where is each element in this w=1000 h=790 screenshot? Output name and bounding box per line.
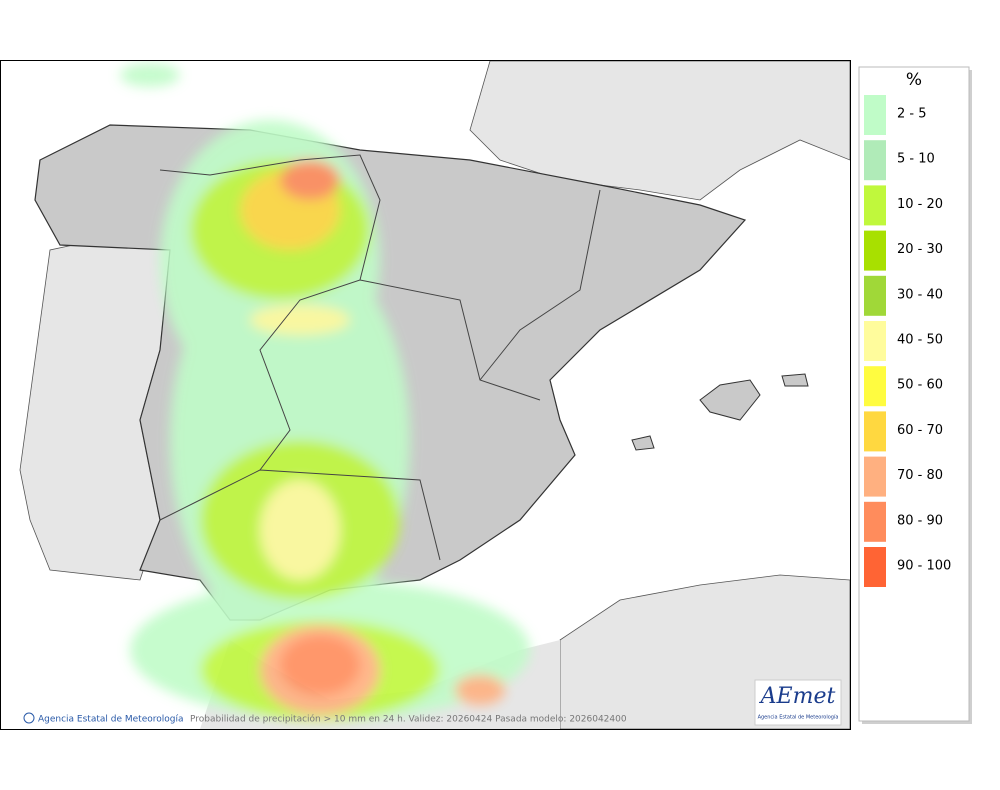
legend-label: 5 - 10: [897, 152, 935, 167]
legend-label: 60 - 70: [897, 423, 943, 438]
mallorca: [699, 379, 761, 421]
legend-label: 50 - 60: [897, 378, 943, 393]
legend-swatch: [864, 275, 886, 316]
caption: Probabilidad de precipitación > 10 mm en…: [190, 714, 627, 725]
legend-label: 70 - 80: [897, 468, 943, 483]
logo-box: [754, 679, 842, 726]
legend-label: 20 - 30: [897, 242, 943, 257]
map-frame: [0, 60, 851, 730]
precip-field: [120, 63, 530, 720]
legend-title: %: [906, 70, 922, 90]
legend-swatch: [864, 501, 886, 542]
legend-swatch: [864, 140, 886, 181]
legend-swatch: [864, 547, 886, 587]
legend-label: 10 - 20: [897, 197, 943, 212]
legend-label: 40 - 50: [897, 333, 943, 348]
legend-swatch: [864, 456, 886, 497]
legend-swatch: [864, 411, 886, 452]
legend-label: 90 - 100: [897, 559, 951, 574]
credit: Agencia Estatal de Meteorología: [38, 715, 184, 725]
legend-swatch: [864, 185, 886, 226]
ibiza: [631, 435, 655, 451]
logo-name: Agencia Estatal de Meteorología: [758, 714, 839, 721]
legend-swatch: [864, 366, 886, 407]
legend-label: 2 - 5: [897, 107, 927, 122]
copyright-icon: [23, 712, 35, 724]
legend-swatch: [864, 321, 886, 361]
sea-north: [1, 61, 120, 130]
legend-items: 2 - 5 5 - 10 10 - 20 20 - 30 30 - 40 40 - 50 5…: [864, 95, 951, 587]
menorca: [781, 373, 809, 387]
legend-label: 30 - 40: [897, 287, 943, 302]
legend-label: 80 - 90: [897, 513, 943, 528]
france: [469, 61, 850, 201]
borders: [159, 154, 601, 561]
logo-mark: AEmet: [759, 684, 836, 709]
legend-swatch: [864, 230, 886, 271]
legend-swatch: [864, 95, 886, 135]
map: [1, 61, 850, 729]
